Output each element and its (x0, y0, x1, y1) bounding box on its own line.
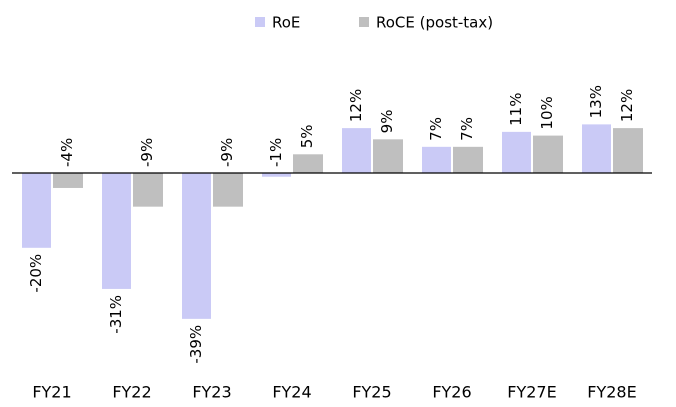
legend-swatch (359, 17, 369, 27)
data-label: 7% (427, 117, 445, 141)
data-label: -9% (138, 138, 156, 167)
bar (213, 173, 243, 207)
data-label: -39% (187, 325, 205, 364)
data-label: -1% (267, 138, 285, 167)
data-label: 11% (507, 93, 525, 126)
x-tick-label: FY24 (272, 383, 311, 402)
bar (102, 173, 131, 289)
bar (133, 173, 163, 207)
legend-label: RoCE (post-tax) (376, 14, 493, 32)
bar (582, 124, 611, 173)
bar (182, 173, 211, 319)
bar (533, 135, 563, 173)
data-label: 5% (298, 125, 316, 149)
x-tick-label: FY27E (507, 383, 556, 402)
bar (262, 173, 291, 177)
data-label: 12% (347, 89, 365, 122)
data-label: -9% (218, 138, 236, 167)
bar (53, 173, 83, 188)
data-label: 7% (458, 117, 476, 141)
x-tick-label: FY28E (587, 383, 636, 402)
bar (453, 146, 483, 173)
bar (373, 139, 403, 173)
bar (293, 154, 323, 173)
labels: FY21 -20% -4% FY22 -31% -9% FY23 -39% -9% FY24 -1%… (27, 85, 637, 401)
data-label: 12% (618, 89, 636, 122)
x-tick-label: FY25 (352, 383, 391, 402)
data-label: -4% (58, 138, 76, 167)
legend-swatch (255, 17, 265, 27)
data-label: 13% (587, 85, 605, 118)
x-tick-label: FY21 (32, 383, 71, 402)
bars (22, 124, 643, 319)
data-label: 10% (538, 96, 556, 129)
data-label: -31% (107, 295, 125, 334)
bar (22, 173, 51, 248)
legend: RoE RoCE (post-tax) (255, 14, 493, 32)
x-tick-label: FY22 (112, 383, 151, 402)
bar (422, 146, 451, 173)
data-label: 9% (378, 110, 396, 134)
bar (613, 128, 643, 173)
x-tick-label: FY23 (192, 383, 231, 402)
bar (342, 128, 371, 173)
legend-label: RoE (272, 14, 300, 32)
data-label: -20% (27, 254, 45, 293)
bar (502, 131, 531, 173)
x-tick-label: FY26 (432, 383, 471, 402)
